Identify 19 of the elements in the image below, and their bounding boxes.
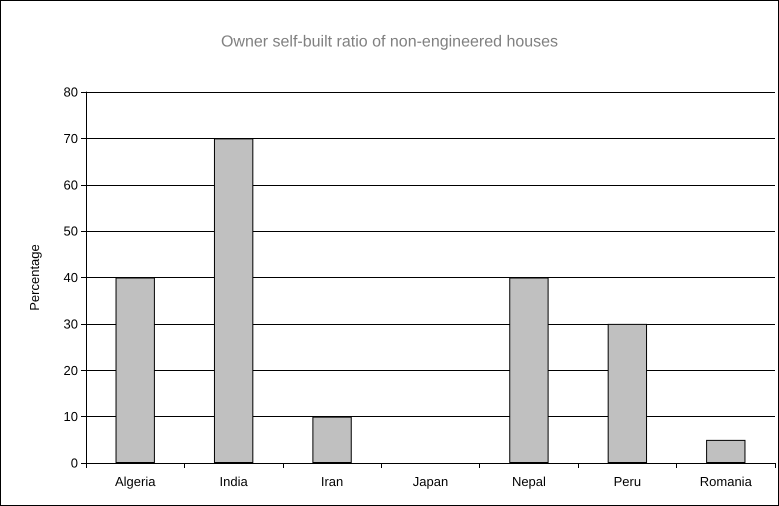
x-tick-label: Peru <box>614 474 642 489</box>
y-tick-label: 40 <box>64 270 78 285</box>
x-tick-label: Japan <box>412 474 448 489</box>
y-axis-title: Percentage <box>27 244 42 311</box>
x-tick-label: Nepal <box>512 474 546 489</box>
x-tick-label: India <box>220 474 248 489</box>
x-tick-label: Iran <box>320 474 344 489</box>
x-tick-label: Algeria <box>114 474 156 489</box>
y-tick-label: 50 <box>64 224 78 239</box>
y-tick-label: 60 <box>64 177 78 192</box>
y-tick-label: 10 <box>64 409 78 424</box>
chart-title: Owner self-built ratio of non-engineered houses <box>220 34 558 50</box>
y-tick-label: 80 <box>64 84 78 100</box>
y-tick-label: 70 <box>64 130 78 146</box>
y-tick-label: 20 <box>64 362 78 378</box>
bar <box>706 440 746 463</box>
x-tick-label: Romania <box>700 474 753 489</box>
y-tick-label: 0 <box>70 456 78 470</box>
y-tick-label: 30 <box>64 316 78 332</box>
